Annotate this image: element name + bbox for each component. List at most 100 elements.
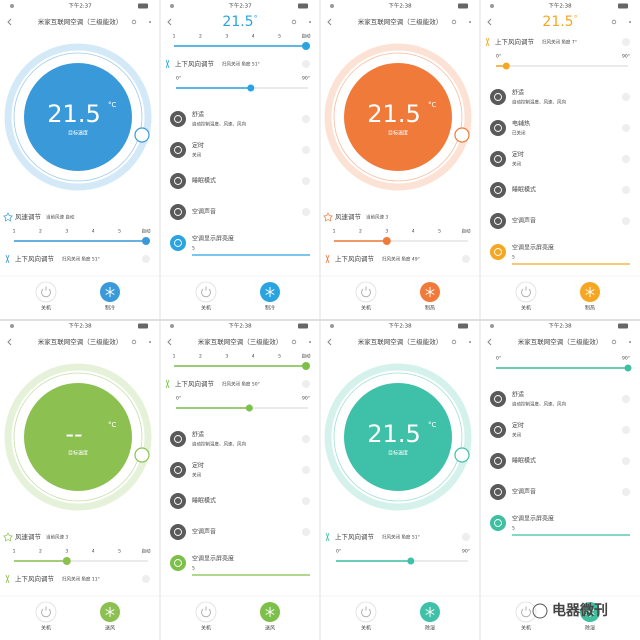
dial-label: 目标温度 [68,450,88,457]
power-button[interactable] [355,281,377,303]
scale-label: 4 [412,229,415,235]
signal-icon [10,324,14,328]
screen-bg [160,0,320,320]
item-icon-glyph [174,435,182,443]
item-toggle [622,457,630,465]
range-knob [407,557,415,565]
item-note: 自动控制温度、风速、风向 [192,441,246,448]
power-button[interactable] [195,281,217,303]
item-icon [490,244,506,260]
screen-bg [480,320,640,640]
item-label: 睡眠模式 [512,186,536,194]
item-label: 睡眠模式 [192,177,216,185]
swing-icon [165,59,170,69]
mode-label: 送风 [105,625,115,632]
power-button[interactable] [515,601,537,623]
dial-disc [344,383,452,491]
back-icon [167,18,172,26]
scale-label: 自动 [462,228,471,235]
scale-label: 3 [65,549,68,555]
item-note: 自动控制温度、风速、风向 [512,401,566,408]
item-label: 空调显示屏亮度 [192,555,234,563]
battery-icon [618,3,628,9]
scale-label: 1 [173,354,176,360]
more-icon [309,341,311,343]
signal-icon [170,324,174,328]
phone-screen: 下午2:38 21.5° 上下风向调节 扫风关闭 角度 7° 0° 90° 舒适自动控制温度… [480,0,640,320]
item-icon-glyph [494,519,502,527]
power-button[interactable] [195,601,217,623]
power-label: 关机 [521,305,531,312]
scale-label: 自动 [142,228,151,235]
scale-label: 4 [92,549,95,555]
scale-label: 1 [333,229,336,235]
item-icon [170,493,186,509]
power-glyph [201,606,211,618]
dial-halo [4,43,152,191]
item-toggle [622,395,630,403]
mode-glyph [265,607,275,617]
power-button[interactable] [355,601,377,623]
item-note: 自动控制温度、风速、风向 [192,121,246,128]
back-icon [327,18,332,26]
scale-label: 1 [13,229,16,235]
screen-title: 米家互联网空调（三级能效） [518,337,603,346]
header-temp: 21.5° [542,14,577,31]
header-temp-unit: ° [574,14,578,23]
item-toggle [302,208,310,216]
share-icon [131,339,137,345]
power-button[interactable] [515,281,537,303]
mode-label: 制热 [425,305,435,312]
item-icon-glyph [494,217,502,225]
dial-ring [333,52,463,182]
more-icon [149,21,151,23]
item-label: 空调显示屏亮度 [512,515,554,523]
header-temp-value: 21.5 [542,14,573,30]
item-label: 空调声音 [192,528,216,536]
scale-label: 2 [39,229,42,235]
share-icon [291,339,297,345]
item-icon-glyph [174,466,182,474]
item-icon [490,422,506,438]
dial-unit: °C [108,421,117,429]
power-button[interactable] [35,281,57,303]
screen-title: 米家互联网空调（三级能效） [38,17,123,26]
power-glyph [521,606,531,618]
item-label: 舒适 [512,89,524,97]
status-time: 下午2:37 [228,2,252,10]
item-icon [170,462,186,478]
scale-label: 4 [252,354,255,360]
item-icon [170,173,186,189]
swing-note: 扫风关闭 角度 51° [62,256,100,263]
signal-icon [490,324,494,328]
back-icon [167,338,172,346]
item-toggle [622,124,630,132]
swing-toggle [462,533,470,541]
more-icon [469,341,471,343]
battery-icon [458,3,468,9]
back-icon [7,18,12,26]
swing-toggle [142,255,150,263]
dial-ring [13,52,143,182]
dial-label: 目标温度 [388,450,408,457]
fan-icon [323,212,333,222]
range-min: 0° [336,549,341,555]
swing-toggle [462,255,470,263]
item-icon [490,182,506,198]
back-icon [327,338,332,346]
header-temp-value: 21.5 [222,14,253,30]
dial-value: 21.5 [367,420,420,448]
scale-label: 2 [39,549,42,555]
swing-note: 扫风关闭 角度 50° [222,381,260,388]
item-label: 定时 [192,142,204,150]
dial-knob [134,127,150,143]
range-max: 90° [302,76,310,82]
item-note: 5 [192,566,195,572]
back-icon [7,338,12,346]
scale-label: 5 [278,34,281,40]
item-icon-glyph [494,186,502,194]
scale-label: 2 [199,354,202,360]
power-button[interactable] [35,601,57,623]
power-label: 关机 [361,625,371,632]
